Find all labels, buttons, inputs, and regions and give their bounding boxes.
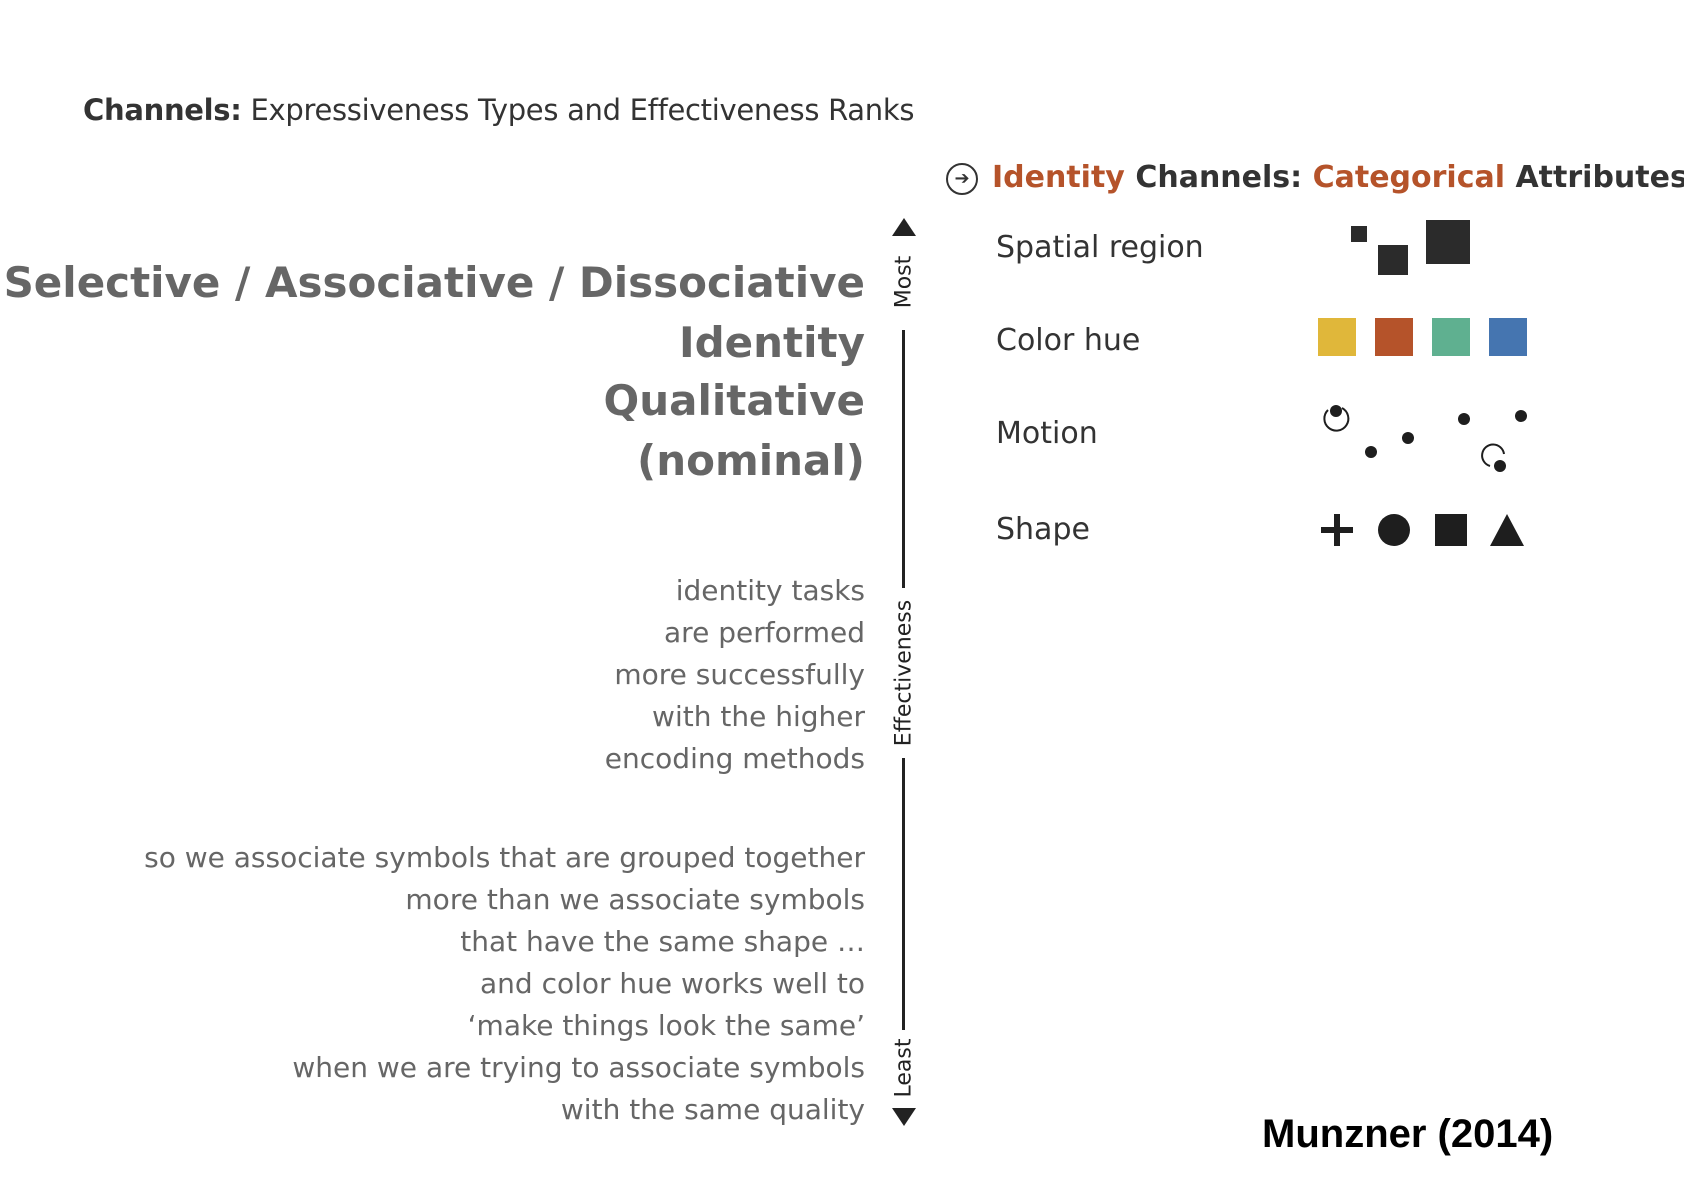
square-icon [1435,514,1467,546]
paragraph-line: with the higher [652,700,865,733]
spatial-region-glyphs [1351,220,1470,275]
paragraph-line: so we associate symbols that are grouped… [144,841,865,874]
swatch-orange [1375,318,1413,356]
row-label-color-hue: Color hue [996,323,1141,358]
rotate-arrow-icon [1323,407,1350,432]
paragraph-identity-tasks: identity tasks are performed more succes… [605,570,865,780]
paragraph-line: more successfully [614,658,865,691]
paragraph-line: that have the same shape … [460,925,865,958]
credit-citation: Munzner (2014) [1262,1112,1554,1156]
axis-up-arrow-icon [892,218,916,236]
swatch-green [1432,318,1470,356]
axis-line-lower [902,758,905,1030]
headline-selective-associative: Selective / Associative / Dissociative [3,258,865,307]
row-label-spatial-region: Spatial region [996,230,1204,265]
axis-label-most: Most [891,249,917,315]
color-hue-swatches [1318,318,1532,358]
arrow-right-circle-icon: ➔ [946,163,978,195]
spatial-square-large [1426,220,1470,264]
paragraph-line: encoding methods [604,742,865,775]
paragraph-line: when we are trying to associate symbols [292,1051,865,1084]
axis-line-upper [902,330,905,588]
paragraph-line: with the same quality [560,1093,865,1126]
circle-icon [1378,514,1410,546]
axis-label-least: Least [891,1032,917,1104]
axis-down-arrow-icon [892,1108,916,1126]
row-label-shape: Shape [996,512,1090,547]
triangle-icon [1490,514,1524,546]
headline-nominal: (nominal) [637,436,865,485]
spatial-square-small [1351,226,1367,242]
paragraph-line: and color hue works well to [480,967,865,1000]
spatial-square-medium [1378,245,1408,275]
paragraph-line: more than we associate symbols [405,883,865,916]
panel-header: ➔ Identity Channels: Categorical Attribut… [946,160,1684,195]
swatch-yellow [1318,318,1356,356]
shape-glyphs [1321,514,1524,546]
swatch-blue [1489,318,1527,356]
rotate-arrow-icon [1481,443,1505,467]
motion-glyphs [1323,405,1527,472]
paragraph-line: are performed [664,616,865,649]
paragraph-line: ‘make things look the same’ [467,1009,865,1042]
row-label-motion: Motion [996,416,1098,451]
paragraph-associate-symbols: so we associate symbols that are grouped… [144,837,865,1131]
paragraph-line: identity tasks [675,574,865,607]
axis-label-effectiveness: Effectiveness [891,593,917,753]
headline-qualitative: Qualitative [603,376,866,425]
page-title: Channels: Expressiveness Types and Effec… [83,93,915,127]
headline-identity: Identity [678,318,865,367]
